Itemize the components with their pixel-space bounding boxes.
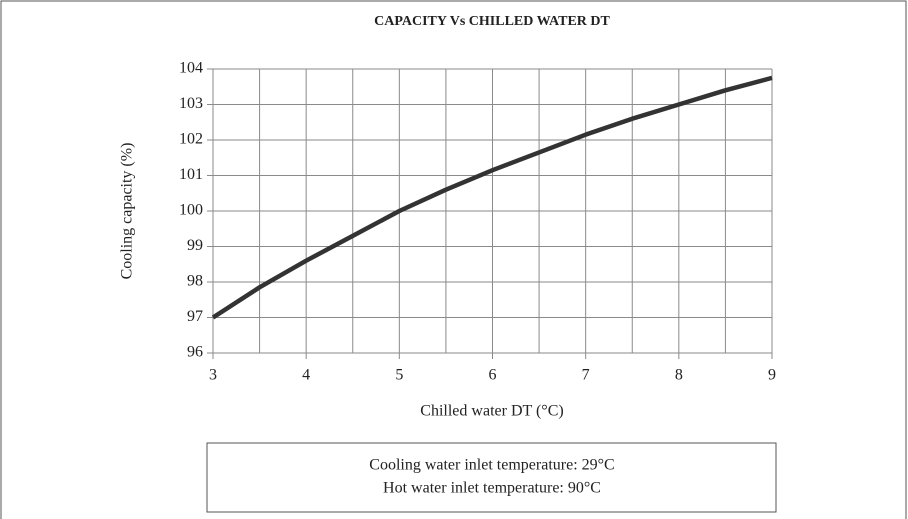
x-tick-label: 7 [582,367,590,384]
annotation-box [206,442,777,513]
line [211,75,773,320]
y-tick-label: 101 [179,166,203,183]
y-tick-label: 96 [187,344,203,361]
y-tick-label: 103 [179,95,203,112]
x-tick-label: 3 [209,367,217,384]
x-tick-label: 4 [302,367,310,384]
annotation: Cooling water inlet temperature: 29°C [369,457,614,474]
x-tick-label: 5 [395,367,403,384]
y-tick-label: 100 [179,202,203,219]
chart-title: CAPACITY Vs CHILLED WATER DT [374,14,610,29]
y-axis-label: Cooling capacity (%) [119,143,136,280]
y-tick-label: 102 [179,131,203,148]
x-tick-label: 6 [489,367,497,384]
x-tick-label: 8 [675,367,683,384]
x-axis-label: Chilled water DT (°C) [420,403,563,420]
y-tick-label: 104 [179,60,203,77]
annotation: Hot water inlet temperature: 90°C [383,480,601,497]
y-tick-label: 98 [187,273,203,290]
y-tick-label: 97 [187,308,203,325]
x-tick-label: 9 [768,367,776,384]
y-tick-label: 99 [187,237,203,254]
